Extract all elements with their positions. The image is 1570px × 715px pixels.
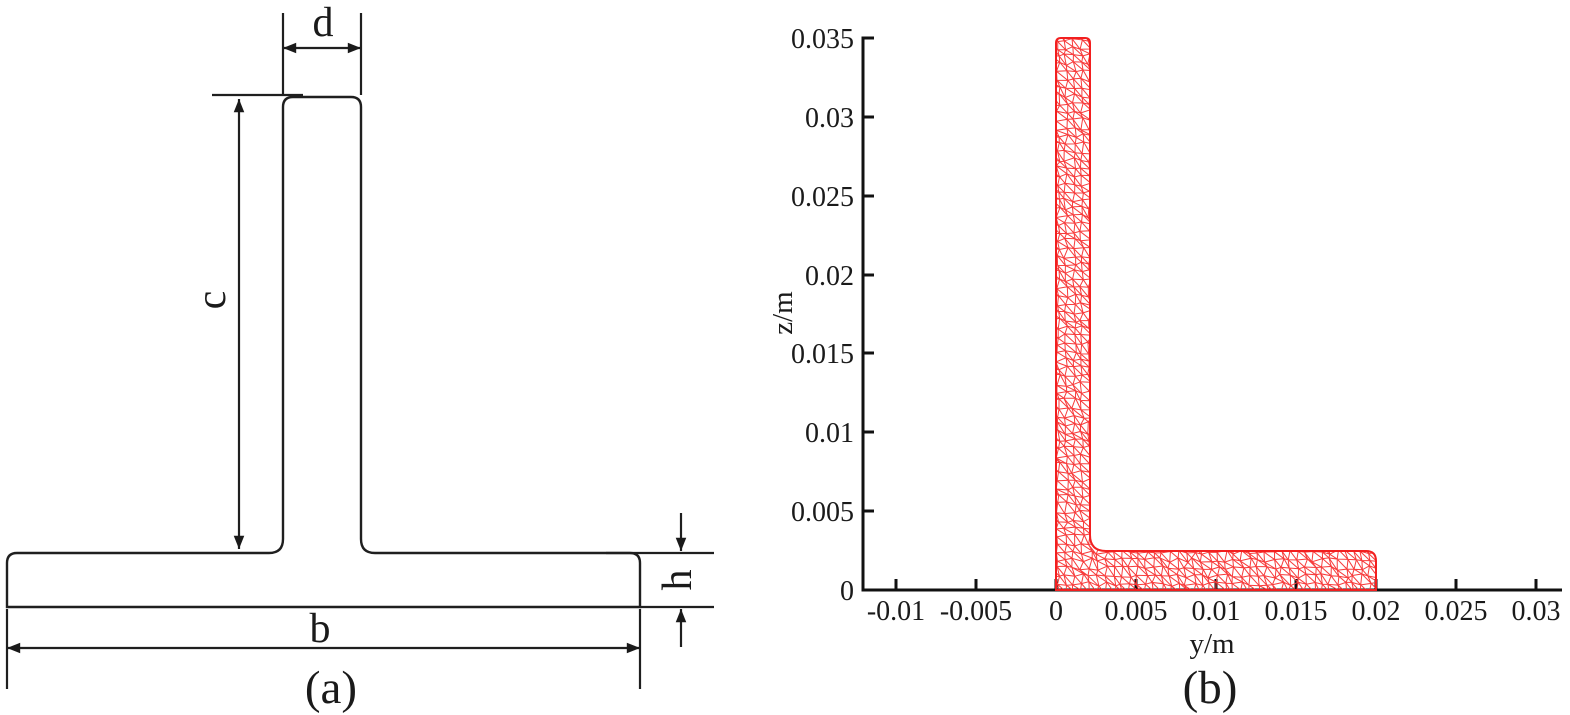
y-tick-label: 0 [840, 576, 854, 607]
x-tick-label: 0.03 [1512, 596, 1561, 627]
y-tick-label: 0.01 [805, 418, 854, 449]
x-axis-title: y/m [1189, 628, 1235, 660]
c-label: c [189, 291, 235, 310]
x-tick-label: 0.005 [1105, 596, 1168, 627]
y-tick-label: 0.035 [791, 24, 854, 55]
b-label: b [310, 606, 331, 652]
x-tick-label: -0.01 [867, 596, 925, 627]
dimension-d [281, 13, 363, 95]
y-axis-ticks [863, 36, 874, 592]
axes [861, 36, 1562, 592]
y-tick-labels: 0 0.005 0.01 0.015 0.02 0.025 0.03 0.035 [791, 24, 854, 607]
panel-b-caption: (b) [1183, 662, 1238, 714]
dimension-b [5, 609, 642, 689]
x-tick-label: 0.015 [1265, 596, 1328, 627]
d-label: d [313, 0, 334, 46]
y-tick-label: 0.015 [791, 339, 854, 370]
x-tick-label: 0.02 [1352, 596, 1401, 627]
panel-b: 0 0.005 0.01 0.015 0.02 0.025 0.03 0.035… [767, 24, 1562, 714]
x-tick-label: 0.025 [1425, 596, 1488, 627]
t-section-outline [5, 95, 642, 609]
y-tick-label: 0.005 [791, 497, 854, 528]
x-tick-label: 0 [1049, 596, 1063, 627]
panel-a: d c h b (a) [5, 0, 714, 714]
y-tick-label: 0.02 [805, 261, 854, 292]
x-tick-label: 0.01 [1192, 596, 1241, 627]
y-tick-label: 0.025 [791, 182, 854, 213]
x-tick-label: -0.005 [940, 596, 1012, 627]
panel-a-caption: (a) [305, 662, 357, 714]
mesh-boundary [1055, 37, 1377, 591]
mesh-triangles [1056, 38, 1376, 590]
dimension-c [212, 93, 303, 550]
h-label: h [655, 570, 701, 591]
y-tick-label: 0.03 [805, 103, 854, 134]
dimension-h [606, 513, 714, 647]
fem-mesh [1055, 37, 1377, 591]
y-axis-title: z/m [767, 291, 799, 335]
x-tick-labels: -0.01 -0.005 0 0.005 0.01 0.015 0.02 0.0… [867, 596, 1561, 627]
